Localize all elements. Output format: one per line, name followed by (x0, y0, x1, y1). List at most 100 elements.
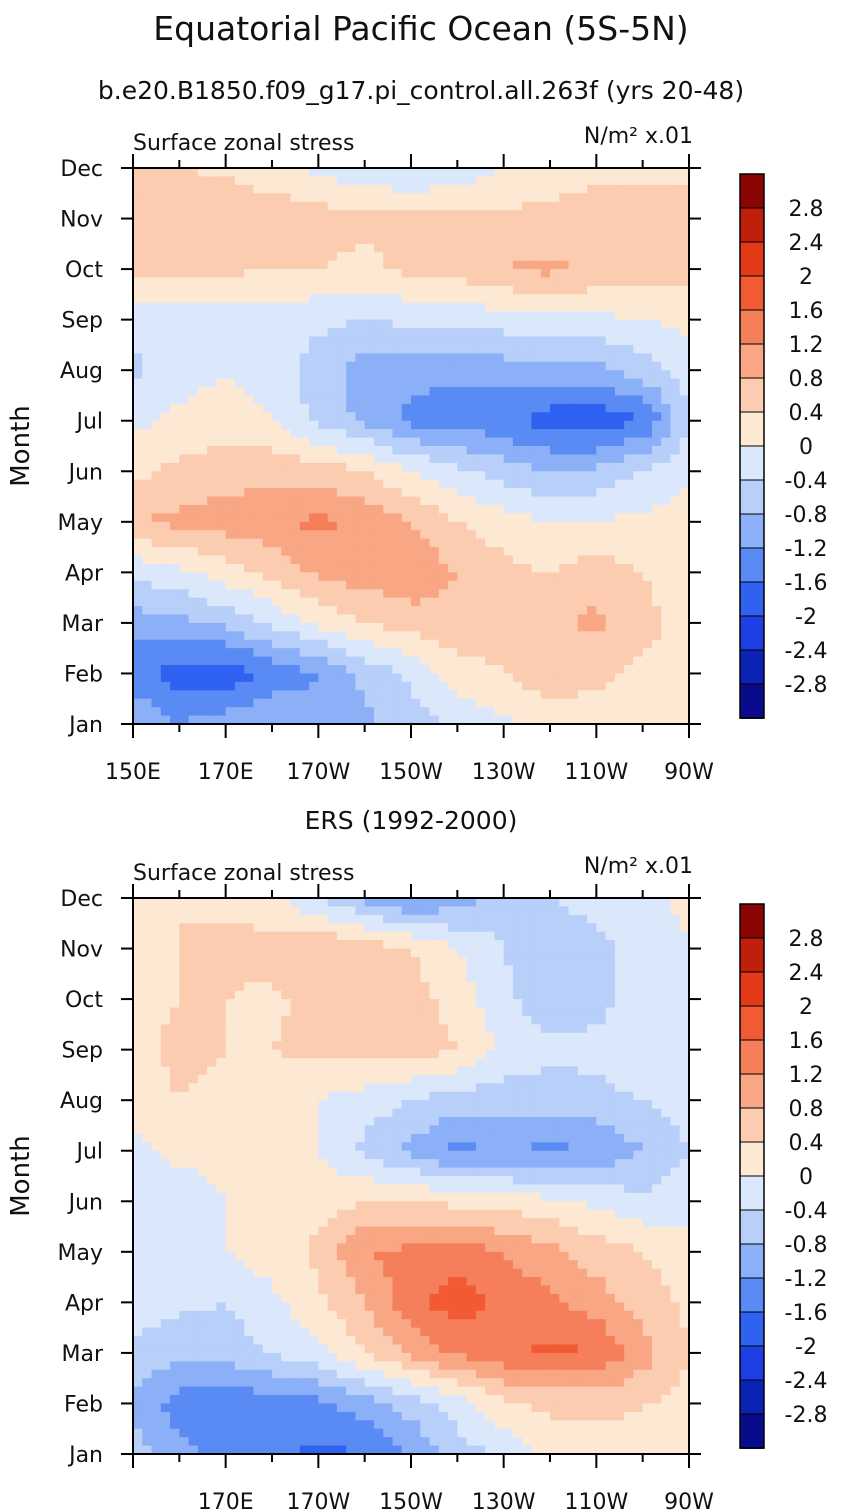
heatmap-cell (661, 168, 672, 178)
heatmap-cell (559, 252, 570, 262)
heatmap-cell (411, 479, 421, 489)
heatmap-cell (253, 446, 264, 456)
heatmap-cell (661, 673, 672, 683)
heatmap-cell (188, 387, 199, 397)
heatmap-cell (475, 707, 486, 717)
heatmap-cell (299, 235, 310, 245)
heatmap-cell (485, 285, 495, 295)
heatmap-cell (457, 471, 468, 481)
heatmap-cell (299, 673, 310, 683)
heatmap-cell (614, 218, 625, 228)
heatmap-cell (512, 378, 523, 388)
heatmap-cell (262, 454, 273, 464)
heatmap-cell (188, 370, 199, 380)
heatmap-cell (392, 948, 403, 958)
heatmap-cell (429, 665, 440, 675)
heatmap-cell (234, 446, 245, 456)
heatmap-cell (336, 269, 347, 279)
heatmap-cell (170, 639, 180, 649)
heatmap-cell (234, 496, 245, 506)
heatmap-cell (679, 429, 690, 439)
heatmap-cell (494, 328, 505, 338)
heatmap-cell (244, 218, 255, 228)
heatmap-cell (383, 378, 394, 388)
heatmap-cell (151, 370, 162, 380)
heatmap-cell (670, 690, 681, 700)
heatmap-cell (429, 285, 440, 295)
heatmap-cell (411, 403, 421, 413)
heatmap-cell (457, 488, 468, 498)
heatmap-cell (383, 429, 394, 439)
heatmap-cell (401, 168, 412, 178)
heatmap-cell (160, 707, 171, 717)
heatmap-cell (383, 336, 394, 346)
heatmap-cell (429, 429, 440, 439)
heatmap-cell (133, 589, 143, 599)
heatmap-cell (392, 1015, 403, 1025)
heatmap-cell (503, 673, 514, 683)
heatmap-cell (494, 698, 505, 708)
heatmap-cell (679, 631, 690, 641)
heatmap-cell (559, 403, 570, 413)
heatmap-cell (587, 606, 597, 616)
heatmap-cell (679, 420, 690, 430)
heatmap-cell (512, 504, 523, 514)
heatmap-cell (133, 462, 143, 472)
heatmap-cell (670, 673, 681, 683)
heatmap-cell (670, 471, 681, 481)
heatmap-cell (577, 639, 588, 649)
heatmap-cell (299, 336, 310, 346)
heatmap-cell (642, 446, 653, 456)
heatmap-cell (318, 547, 329, 557)
heatmap-cell (596, 168, 607, 178)
heatmap-cell (540, 707, 551, 717)
heatmap-cell (355, 906, 366, 916)
heatmap-cell (327, 285, 338, 295)
heatmap-cell (299, 555, 310, 565)
heatmap-cell (605, 530, 616, 540)
heatmap-cell (151, 538, 162, 548)
heatmap-cell (244, 513, 255, 523)
heatmap-cell (253, 302, 264, 312)
heatmap-cell (438, 437, 449, 447)
heatmap-cell (670, 999, 681, 1009)
heatmap-cell (373, 471, 384, 481)
heatmap-cell (207, 631, 217, 641)
heatmap-cell (179, 631, 190, 641)
heatmap-cell (272, 563, 282, 573)
heatmap-cell (142, 956, 153, 966)
heatmap-cell (336, 906, 347, 916)
heatmap-cell (438, 513, 449, 523)
heatmap-cell (494, 572, 505, 582)
heatmap-cell (466, 521, 477, 531)
heatmap-cell (346, 521, 356, 531)
heatmap-cell (364, 446, 375, 456)
heatmap-cell (411, 454, 421, 464)
heatmap-cell (429, 218, 440, 228)
heatmap-cell (160, 1015, 171, 1025)
heatmap-cell (401, 906, 412, 916)
heatmap-cell (272, 269, 282, 279)
heatmap-cell (188, 201, 199, 211)
heatmap-cell (448, 965, 458, 975)
heatmap-cell (494, 513, 505, 523)
heatmap-cell (596, 589, 607, 599)
heatmap-cell (670, 201, 681, 211)
heatmap-cell (670, 328, 681, 338)
heatmap-cell (670, 521, 681, 531)
heatmap-cell (188, 218, 199, 228)
heatmap-cell (383, 973, 394, 983)
heatmap-cell (133, 446, 143, 456)
heatmap-cell (559, 665, 570, 675)
heatmap-cell (346, 395, 356, 405)
heatmap-cell (624, 606, 634, 616)
heatmap-cell (262, 698, 273, 708)
heatmap-cell (559, 420, 570, 430)
heatmap-cell (614, 395, 625, 405)
heatmap-cell (670, 1007, 681, 1017)
heatmap-cell (133, 193, 143, 203)
heatmap-cell (661, 446, 672, 456)
heatmap-cell (642, 681, 653, 691)
heatmap-cell (336, 530, 347, 540)
heatmap-cell (411, 1015, 421, 1025)
